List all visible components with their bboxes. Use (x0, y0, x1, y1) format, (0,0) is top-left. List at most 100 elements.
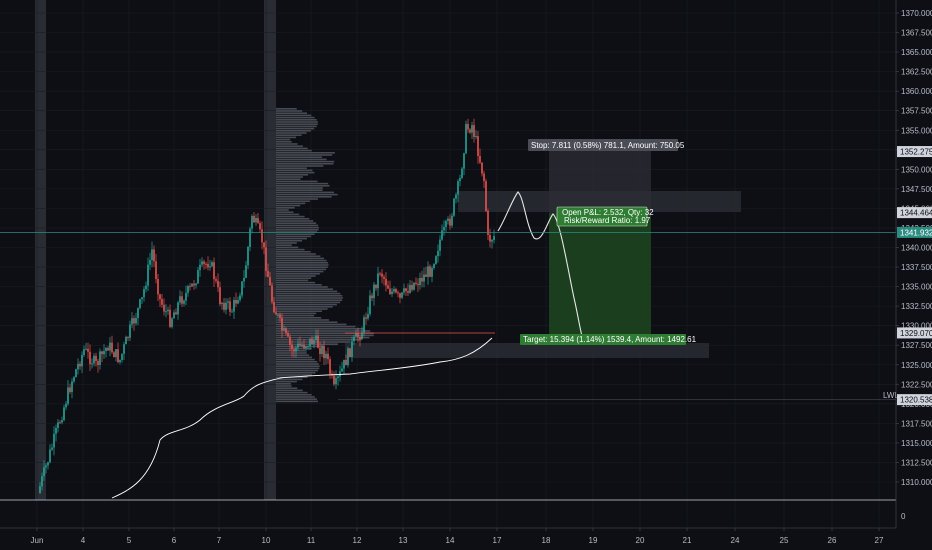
candle-body (161, 299, 163, 305)
candle-body (201, 261, 203, 265)
candle-body (245, 265, 247, 278)
volume-profile-bar (276, 182, 329, 185)
volume-profile-bar (276, 275, 316, 277)
candle-body (429, 266, 431, 277)
price-tick-label: 1367.500 (901, 29, 932, 38)
candle-body (391, 291, 393, 295)
price-badges: 1352.275 1344.464 1341.932 1329.070 1320.538 (897, 146, 932, 406)
price-badge-label: 1320.538 (900, 396, 932, 405)
candle-body (395, 289, 397, 293)
candle-body (251, 215, 253, 229)
volume-profile-bar (276, 108, 297, 110)
time-tick-label: 24 (731, 536, 740, 545)
volume-profile-bar (276, 226, 319, 229)
volume-profile-bar (276, 193, 338, 196)
candle-body (41, 476, 43, 487)
price-tick-label: 1325.000 (901, 361, 932, 370)
svg-text:Open P&L: 2.532, Qty: 32: Open P&L: 2.532, Qty: 32 (562, 208, 654, 217)
candle-body (447, 218, 449, 222)
volume-profile-bar (276, 145, 303, 147)
candle-body (155, 261, 157, 280)
candle-body (255, 218, 257, 223)
candle-body (355, 333, 357, 337)
volume-profile-bar (276, 167, 307, 169)
moving-average-line (111, 337, 493, 499)
candle-body (179, 296, 181, 303)
candle-body (445, 221, 447, 227)
volume-profile-bar (276, 317, 322, 319)
price-tick-label: 1357.500 (901, 107, 932, 116)
price-badge (897, 226, 932, 238)
candle-body (79, 363, 81, 367)
candle-body (69, 387, 71, 393)
volume-profile (276, 108, 374, 403)
volume-profile-bar (276, 224, 319, 227)
candle-body (303, 344, 305, 349)
candle-body (187, 286, 189, 293)
candle-body (343, 359, 345, 369)
volume-profile-bar (276, 290, 338, 293)
candle-body (493, 236, 495, 241)
candle-body (77, 363, 79, 370)
price-axis[interactable]: 1370.000 1367.500 1365.000 1362.500 1360.000… (896, 9, 932, 487)
volume-profile-bar (276, 237, 307, 240)
svg-text:Target: 15.394 (1.14%) 1539.4,: Target: 15.394 (1.14%) 1539.4, Amount: 1… (523, 335, 697, 344)
volume-profile-bar (276, 138, 291, 141)
candle-body (227, 301, 229, 303)
support-zone (345, 343, 709, 358)
volume-profile-bar (276, 352, 307, 354)
candle-body (329, 359, 331, 374)
volume-profile-bar (276, 229, 319, 231)
volume-profile-bar (276, 165, 324, 167)
volume-profile-bar (276, 202, 306, 205)
candle-body (223, 302, 225, 310)
volume-profile-bar (276, 257, 325, 260)
candle-body (177, 302, 179, 315)
volume-profile-bar (276, 328, 364, 330)
candle-body (271, 285, 273, 302)
candle-body (261, 229, 263, 243)
candle-body (455, 194, 457, 199)
volume-profile-bar (276, 396, 315, 398)
candle-body (353, 336, 355, 342)
candle-body (197, 270, 199, 284)
candle-body (483, 173, 485, 182)
candle-body (185, 292, 187, 301)
projected-path (497, 191, 584, 341)
candle-body (119, 359, 121, 363)
volume-profile-bar (276, 394, 312, 396)
candle-body (217, 280, 219, 288)
volume-profile-bar (276, 244, 292, 246)
candle-body (365, 317, 367, 319)
volume-profile-bar (276, 279, 309, 282)
time-tick-label: 14 (446, 536, 455, 545)
volume-profile-bar (276, 255, 321, 257)
candle-body (309, 338, 311, 347)
candle-body (81, 354, 83, 367)
volume-profile-bar (276, 163, 334, 165)
price-tick-label: 1332.500 (901, 302, 932, 311)
candle-body (399, 293, 401, 298)
candle-body (285, 328, 287, 334)
candle-body (87, 348, 89, 352)
volume-profile-bar (276, 321, 338, 323)
candle-body (183, 300, 185, 304)
time-tick-label: 12 (353, 536, 362, 545)
candle-body (417, 283, 419, 286)
candle-body (137, 308, 139, 319)
volume-profile-bar (276, 158, 327, 161)
candle-body (265, 247, 267, 271)
time-tick-label: 10 (262, 536, 271, 545)
volume-profile-bar (276, 354, 310, 356)
candlestick-series (39, 118, 495, 494)
candle-body (121, 353, 123, 360)
candle-body (199, 264, 201, 271)
time-axis[interactable]: Jun 4 5 6 7 10 11 12 13 14 17 18 19 20 21 24 25 26 27 (31, 528, 884, 545)
candle-body (283, 328, 285, 331)
candle-body (375, 284, 377, 289)
volume-profile-bar (276, 149, 312, 152)
candle-body (489, 234, 491, 242)
price-tick-label: 1330.000 (901, 322, 932, 331)
time-tick-label: 26 (828, 536, 837, 545)
